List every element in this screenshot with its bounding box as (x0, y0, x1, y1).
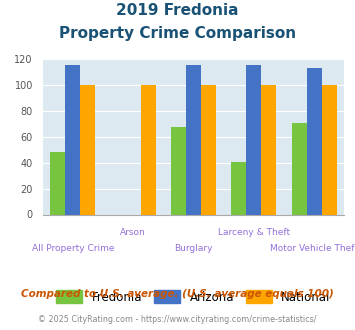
Text: Larceny & Theft: Larceny & Theft (218, 228, 290, 237)
Text: Motor Vehicle Theft: Motor Vehicle Theft (270, 244, 355, 253)
Text: All Property Crime: All Property Crime (32, 244, 114, 253)
Bar (322, 85, 337, 214)
Legend: Fredonia, Arizona, National: Fredonia, Arizona, National (51, 285, 335, 308)
Text: Arson: Arson (120, 228, 146, 237)
Text: © 2025 CityRating.com - https://www.cityrating.com/crime-statistics/: © 2025 CityRating.com - https://www.city… (38, 315, 317, 324)
Text: 2019 Fredonia: 2019 Fredonia (116, 3, 239, 18)
Text: Property Crime Comparison: Property Crime Comparison (59, 26, 296, 41)
Text: Compared to U.S. average. (U.S. average equals 100): Compared to U.S. average. (U.S. average … (21, 289, 334, 299)
Bar (291, 123, 307, 214)
Bar (246, 65, 261, 214)
Bar (141, 85, 156, 214)
Bar (50, 152, 65, 214)
Bar (186, 65, 201, 214)
Bar (201, 85, 216, 214)
Bar (80, 85, 95, 214)
Bar (65, 65, 80, 214)
Bar (261, 85, 277, 214)
Text: Burglary: Burglary (174, 244, 213, 253)
Bar (307, 68, 322, 215)
Bar (171, 127, 186, 214)
Bar (231, 161, 246, 214)
